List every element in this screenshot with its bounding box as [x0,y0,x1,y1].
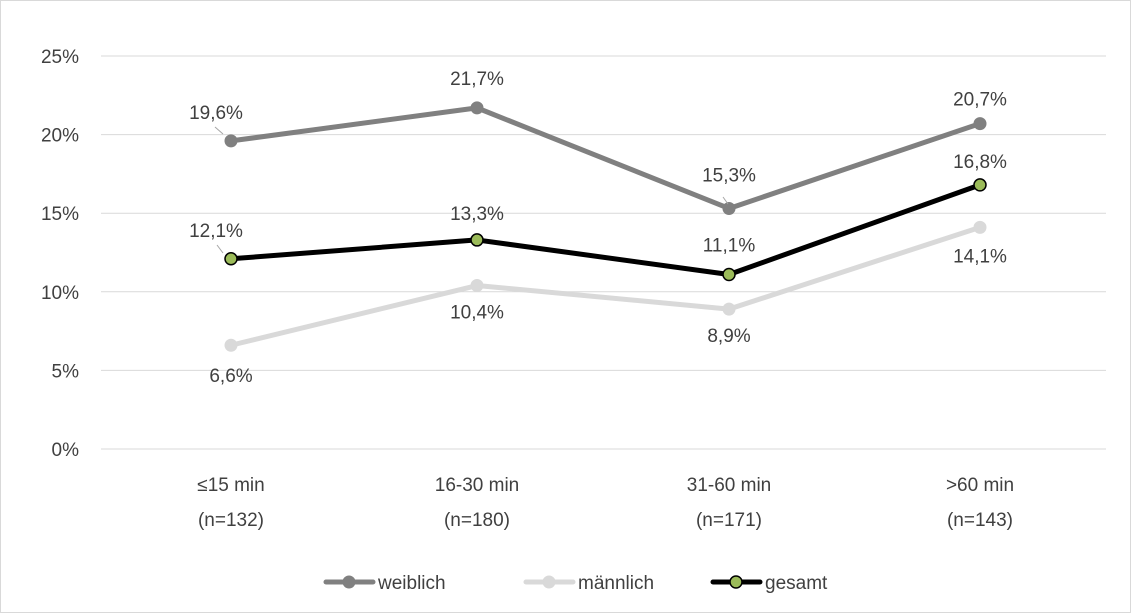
x-category-sublabel: (n=132) [198,510,264,531]
x-category-label: >60 min [946,475,1014,496]
leader-line [214,126,224,135]
data-point-gesamt [224,252,238,266]
data-label-gesamt: 16,8% [953,152,1007,173]
data-point-gesamt [973,178,987,192]
y-tick-label: 5% [52,361,80,382]
y-axis-ticks: 0% 5% 10% 15% 20% 25% [41,47,79,461]
data-label-weiblich: 15,3% [702,165,756,186]
legend-swatch-marker-gesamt [729,575,743,589]
data-point-männlich [722,302,736,316]
data-point-weiblich [722,201,736,215]
data-label-gesamt: 12,1% [189,221,243,242]
leader-line [722,196,729,205]
data-point-gesamt [722,267,736,282]
data-point-weiblich [973,117,987,131]
y-tick-label: 25% [41,47,79,68]
x-axis-categories: ≤15 min (n=132) 16-30 min (n=180) 31-60 min (… [197,475,1014,531]
data-label-weiblich: 20,7% [953,90,1007,111]
x-category-sublabel: (n=180) [444,510,510,531]
data-label-gesamt: 11,1% [703,236,756,257]
legend: weiblich männlich gesamt [323,573,828,594]
data-label-weiblich: 21,7% [450,69,504,90]
legend-label-männlich: männlich [578,573,654,594]
y-tick-label: 10% [41,283,79,304]
data-label-weiblich: 19,6% [189,103,243,124]
legend-swatch-marker-weiblich [342,575,356,589]
series-line-gesamt [228,182,983,278]
data-labels: 19,6% 21,7% 15,3% 20,7% 6,6% 10,4% 8,9% 14,1% 12… [189,69,1007,387]
data-point-männlich [973,220,987,234]
data-label-männlich: 8,9% [707,326,750,347]
legend-label-weiblich: weiblich [377,573,446,594]
data-label-männlich: 6,6% [209,366,252,387]
data-label-gesamt: 13,3% [450,204,504,225]
data-point-männlich [224,338,238,352]
series-lines [224,101,987,352]
x-category-sublabel: (n=143) [947,510,1013,531]
data-point-gesamt [470,233,484,247]
data-point-männlich [470,279,484,293]
series-line-weiblich [228,105,983,211]
x-category-label: 16-30 min [435,475,520,496]
data-point-weiblich [470,101,484,115]
y-tick-label: 15% [41,204,79,225]
data-label-männlich: 10,4% [450,303,504,324]
data-label-männlich: 14,1% [953,246,1007,267]
legend-swatch-marker-männlich [542,575,556,589]
leader-line [216,244,224,254]
legend-label-gesamt: gesamt [765,573,828,594]
x-category-sublabel: (n=171) [696,510,762,531]
x-category-label: 31-60 min [687,475,772,496]
series-line-männlich [228,224,983,348]
x-category-label: ≤15 min [197,475,264,496]
y-tick-label: 0% [52,440,80,461]
y-tick-label: 20% [41,126,79,147]
data-point-weiblich [224,134,238,148]
label-leader-lines [214,126,729,254]
